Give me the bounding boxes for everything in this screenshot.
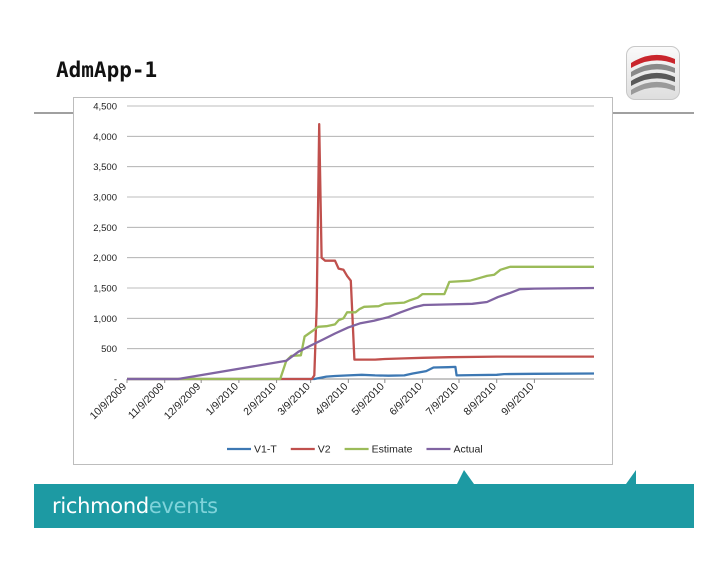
x-tick-label: 4/9/2010 [313, 381, 350, 418]
footer-brand-logo: richmondevents [52, 494, 218, 518]
y-tick-label: 500 [101, 344, 117, 355]
y-tick-label: - [114, 375, 117, 386]
footer-brand-part2: events [148, 494, 218, 518]
slide-title: AdmApp-1 [56, 58, 158, 82]
x-tick-label: 1/9/2010 [204, 381, 241, 418]
series-line-v2 [127, 123, 594, 381]
y-tick-label: 1,500 [93, 284, 117, 295]
y-tick-label: 4,000 [93, 132, 117, 143]
x-tick-label: 10/9/2009 [88, 381, 130, 423]
y-tick-label: 2,500 [93, 223, 117, 234]
x-tick-label: 5/9/2010 [350, 381, 387, 418]
legend-label-v2: V2 [318, 444, 331, 456]
y-tick-label: 4,500 [93, 102, 117, 113]
x-tick-label: 3/9/2010 [275, 381, 312, 418]
x-tick-label: 9/9/2010 [499, 381, 536, 418]
footer-brand-part1: richmond [52, 494, 149, 518]
x-tick-label: 12/9/2009 [162, 381, 204, 423]
footer-band [34, 484, 694, 528]
y-tick-label: 2,000 [93, 253, 117, 264]
legend-label-v1t: V1-T [254, 444, 277, 456]
series-line-actual [127, 286, 595, 381]
chart-legend: V1-T V2 Estimate Actual [227, 444, 483, 456]
legend-label-actual: Actual [453, 444, 482, 456]
series-line-v1t [127, 365, 595, 381]
y-tick-label: 3,500 [93, 162, 117, 173]
chart-frame: - 500 1,000 1,500 2,000 2,500 3,000 3,500 4,000 4… [73, 97, 613, 465]
line-chart: - 500 1,000 1,500 2,000 2,500 3,000 3,500 4,000 4… [88, 102, 595, 456]
x-tick-label: 8/9/2010 [461, 381, 498, 418]
x-tick-label: 2/9/2010 [241, 381, 278, 418]
richmond-logo-icon [626, 46, 680, 100]
y-tick-label: 1,000 [93, 314, 117, 325]
series-line-estimate [127, 265, 594, 381]
x-tick-label: 7/9/2010 [424, 381, 461, 418]
legend-label-estimate: Estimate [372, 444, 413, 456]
footer-tab-shape [456, 470, 636, 486]
y-tick-label: 3,000 [93, 193, 117, 204]
x-tick-label: 11/9/2009 [126, 381, 167, 422]
x-tick-label: 6/9/2010 [387, 381, 424, 418]
